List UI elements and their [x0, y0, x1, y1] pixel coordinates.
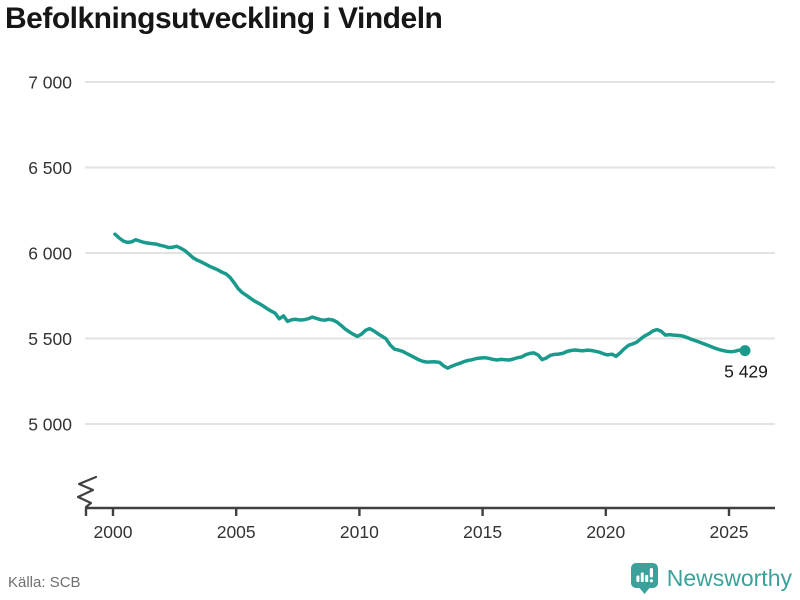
x-tick-label: 2015 — [463, 522, 502, 542]
x-tick-label: 2000 — [94, 522, 133, 542]
x-tick-label: 2005 — [217, 522, 256, 542]
x-tick-label: 2020 — [586, 522, 625, 542]
x-tick-label: 2025 — [710, 522, 749, 542]
y-tick-label: 5 500 — [28, 329, 72, 349]
y-tick-label: 6 000 — [28, 244, 72, 264]
y-tick-label: 7 000 — [28, 73, 72, 93]
source-note: Källa: SCB — [8, 574, 81, 591]
newsworthy-logo-icon — [630, 563, 658, 594]
population-line — [113, 232, 747, 370]
x-tick-label: 2010 — [340, 522, 379, 542]
axis-break-icon — [76, 475, 98, 509]
page-title: Befolkningsutveckling i Vindeln — [5, 2, 443, 35]
newsworthy-wordmark: Newsworthy — [666, 565, 792, 591]
end-value-label: 5 429 — [724, 362, 768, 382]
newsworthy-brand: Newsworthy — [630, 563, 792, 594]
y-tick-label: 6 500 — [28, 158, 72, 178]
end-point-dot — [739, 345, 751, 357]
y-tick-label: 5 000 — [28, 415, 72, 435]
